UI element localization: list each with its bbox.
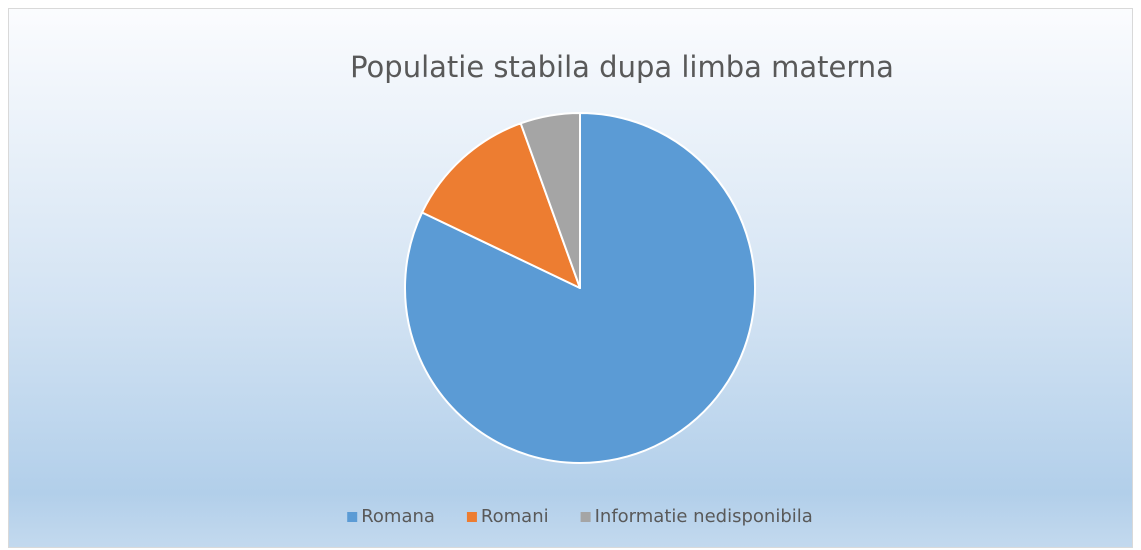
legend-label: Informatie nedisponibila (595, 506, 813, 527)
legend-label: Romani (481, 506, 549, 527)
pie-slice (421, 122, 581, 289)
pie (404, 112, 756, 464)
legend-marker (466, 512, 477, 522)
pie-slice (519, 112, 581, 289)
legend-marker (580, 512, 591, 522)
chart-title: Populatie stabila dupa limba materna (350, 50, 894, 84)
legend-label: Romana (361, 506, 435, 527)
legend: Romana Romani Informatie nedisponibila (347, 506, 813, 527)
legend-marker (347, 512, 358, 522)
